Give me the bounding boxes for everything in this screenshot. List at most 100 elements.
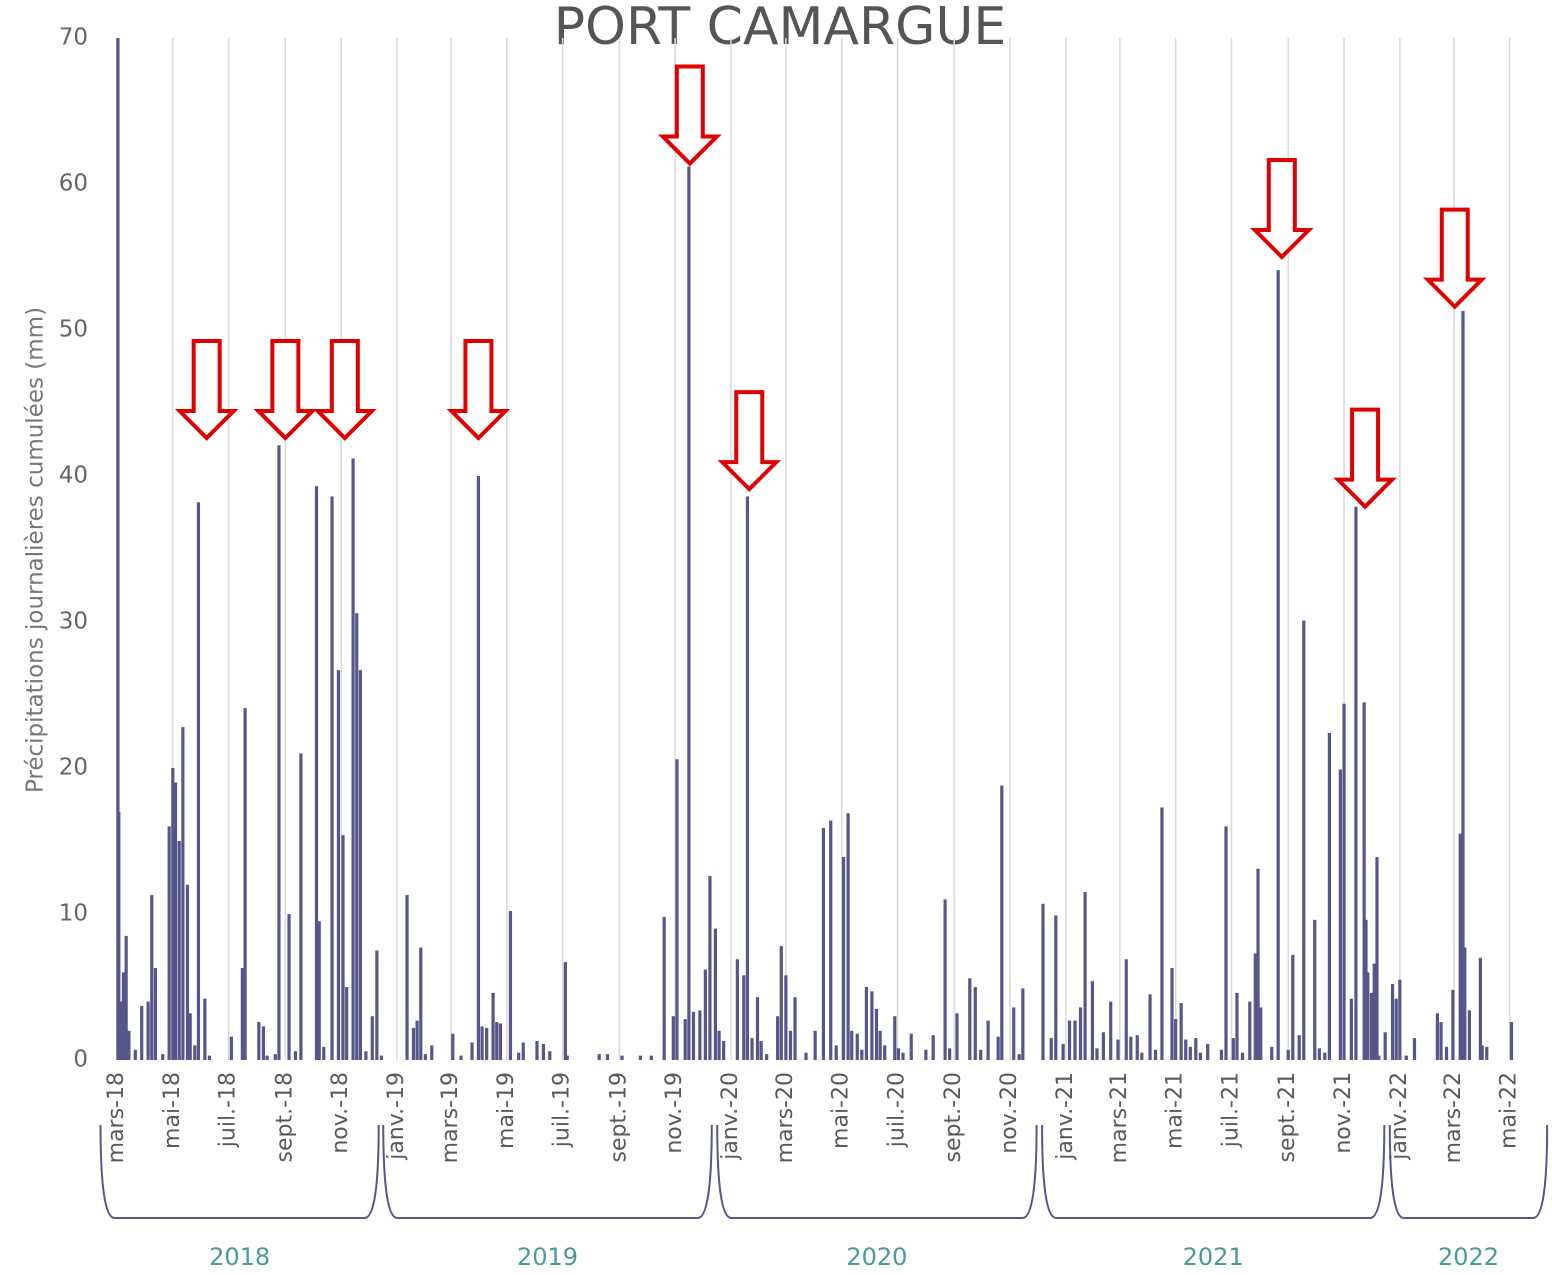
bar [864,987,868,1060]
bar [1485,1046,1489,1060]
bar [535,1041,539,1060]
bar [874,1008,879,1060]
bar [1313,919,1317,1060]
bar [759,1041,763,1060]
x-tick-label: mars-21 [1107,1072,1132,1163]
bar [1253,953,1257,1060]
bar [924,1049,928,1060]
x-tick-label: mai-21 [1163,1072,1188,1149]
bar [119,1001,123,1060]
bar [491,992,495,1060]
bar [834,1045,838,1060]
bar [784,975,788,1060]
bar [508,911,513,1060]
bar [1219,1049,1224,1060]
bar [649,1055,653,1060]
bar [1054,915,1058,1060]
bar [173,782,178,1060]
bar [423,1054,427,1060]
bar [675,759,679,1060]
bar [662,916,666,1060]
bar [1124,959,1128,1060]
arrow [1422,207,1487,310]
bar [177,841,181,1060]
bar [430,1045,434,1060]
bar [541,1043,545,1060]
bar [896,1048,901,1060]
bar [181,727,185,1060]
bar [893,1016,897,1060]
bar [459,1055,463,1060]
bar [127,1030,131,1060]
bar [846,813,850,1060]
bar [788,1030,793,1060]
year-bracket [382,1124,713,1219]
bar [1458,833,1462,1060]
bar [955,1013,959,1060]
bar [1467,1010,1471,1060]
bar [1286,1049,1290,1060]
bar [968,978,972,1060]
x-tick-label: sept.-19 [606,1072,631,1163]
bar [1323,1052,1327,1060]
bar [240,968,244,1060]
bar [870,991,874,1060]
bar [1377,1055,1381,1060]
bar [1439,1022,1443,1060]
year-bracket [1041,1124,1386,1219]
year-bracket [716,1124,1038,1219]
bar [146,1001,150,1060]
x-tick-label: janv.-21 [1053,1072,1078,1161]
x-tick-label: mai-19 [494,1072,519,1149]
y-tick-label: 70 [59,25,88,51]
bar [755,997,760,1060]
bar [1451,989,1455,1060]
bar [1109,1001,1113,1060]
bar [1083,892,1087,1060]
bar [1256,868,1260,1060]
bar [1509,1022,1514,1060]
x-tick-label: juil.-21 [1218,1072,1243,1148]
y-tick-label: 20 [59,755,88,781]
bar [1153,1049,1158,1060]
bar [287,914,291,1060]
bar [979,1049,983,1060]
x-tick-label: nov.-21 [1331,1072,1356,1154]
bar [379,1055,384,1060]
bar [117,811,121,1060]
x-tick-label: mars-19 [438,1072,463,1163]
bar [548,1051,552,1060]
bar [1140,1052,1144,1060]
bar [1184,1039,1188,1060]
bar [229,1036,233,1060]
bar [1354,506,1358,1060]
bar [1338,769,1342,1060]
bar [1135,1035,1139,1060]
bar [735,959,739,1060]
arrow [313,339,377,441]
bar [1174,1019,1178,1060]
bar [1362,702,1366,1060]
bar [793,997,797,1060]
y-tick-label: 60 [59,171,88,197]
bar [299,753,303,1060]
bar [1240,1052,1245,1060]
bar [1383,1032,1387,1060]
bar [1375,857,1379,1060]
x-tick-label: mai-20 [829,1072,854,1149]
bar [860,1049,864,1060]
bar [1049,1038,1053,1060]
bar [355,613,359,1060]
bar [1480,1045,1484,1060]
year-label: 2018 [209,1243,270,1271]
bar [1394,998,1398,1060]
bar [273,1054,277,1060]
bar [931,1035,935,1060]
bar [167,826,171,1060]
bar [563,962,567,1060]
bar [341,835,345,1060]
bar [517,1052,521,1060]
bar [1349,998,1353,1060]
x-tick-label: janv.-19 [384,1072,409,1161]
bar [317,921,321,1060]
